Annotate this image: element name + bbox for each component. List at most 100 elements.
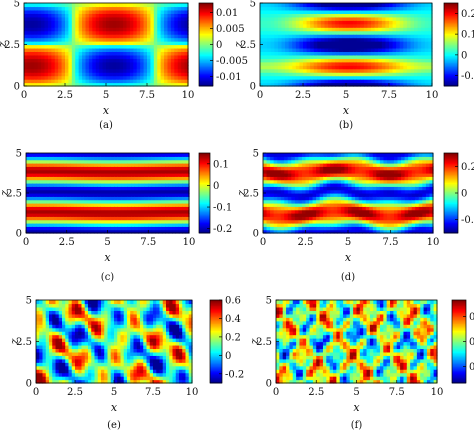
heatmap-cell <box>29 159 34 164</box>
heatmap-cell <box>274 47 279 53</box>
heatmap-cell <box>42 229 47 234</box>
heatmap-cell <box>363 34 369 39</box>
heatmap-cell <box>109 20 114 25</box>
heatmap-cell <box>41 23 46 28</box>
heatmap-cell <box>358 193 363 197</box>
heatmap-cell <box>367 44 372 49</box>
heatmap-cell <box>83 186 88 191</box>
heatmap-cell <box>298 203 303 207</box>
heatmap-cell <box>92 82 97 87</box>
heatmap-cell <box>288 30 293 35</box>
heatmap-cell <box>266 153 271 157</box>
heatmap-cell <box>374 75 379 80</box>
heatmap-cell <box>360 58 365 63</box>
heatmap-cell <box>124 176 129 181</box>
heatmap-cell <box>421 34 426 39</box>
heatmap-cell <box>303 65 308 70</box>
heatmap-cell <box>138 183 143 187</box>
heatmap-cell <box>97 216 102 221</box>
heatmap-cell <box>170 58 175 63</box>
heatmap-cell <box>324 47 329 53</box>
heatmap-cell <box>317 58 322 63</box>
heatmap-cell <box>92 37 97 42</box>
heatmap-cell <box>95 79 100 84</box>
heatmap-cell <box>358 216 363 221</box>
heatmap-cell <box>44 58 49 63</box>
heatmap-cell <box>141 153 146 157</box>
heatmap-cell <box>355 176 360 181</box>
heatmap-cell <box>362 219 367 224</box>
heatmap-cell <box>92 23 97 28</box>
heatmap-cell <box>312 159 317 164</box>
heatmap-cell <box>381 65 387 70</box>
heatmap-cell <box>26 199 30 204</box>
heatmap-cell <box>356 37 361 42</box>
heatmap-cell <box>90 209 95 214</box>
heatmap-cell <box>44 34 49 39</box>
heatmap-cell <box>337 186 342 191</box>
colorbar-segment <box>444 77 458 80</box>
heatmap-cell <box>36 176 41 181</box>
heatmap-cell <box>428 61 433 66</box>
heatmap-cell <box>30 75 35 80</box>
heatmap-cell <box>70 213 75 217</box>
heatmap-cell <box>168 166 173 171</box>
heatmap-cell <box>306 13 311 18</box>
heatmap-cell <box>144 153 149 157</box>
heatmap-cell <box>291 179 296 184</box>
heatmap-cell <box>158 203 163 207</box>
heatmap-cell <box>309 173 314 177</box>
heatmap-cell <box>260 27 265 32</box>
heatmap-cell <box>310 23 315 28</box>
heatmap-cell <box>385 6 390 11</box>
heatmap-cell <box>408 189 413 194</box>
heatmap-cell <box>59 219 64 224</box>
heatmap-cell <box>353 79 358 84</box>
heatmap-cell <box>351 223 356 227</box>
heatmap-cell <box>299 51 304 56</box>
heatmap-cell <box>260 30 265 35</box>
heatmap-cell <box>312 163 317 167</box>
heatmap-cell <box>58 34 63 39</box>
heatmap-cell <box>44 23 49 28</box>
heatmap-cell <box>372 209 377 214</box>
heatmap-cell <box>134 189 139 194</box>
heatmap-cell <box>376 169 381 174</box>
heatmap-cell <box>174 47 179 53</box>
heatmap-cell <box>124 173 129 177</box>
heatmap-cell <box>39 199 44 204</box>
heatmap-cell <box>312 196 317 201</box>
heatmap-cell <box>65 47 70 53</box>
heatmap-cell <box>313 23 318 28</box>
heatmap-cell <box>78 37 83 42</box>
heatmap-cell <box>136 79 141 84</box>
heatmap-cell <box>404 176 409 181</box>
heatmap-cell <box>346 16 351 21</box>
heatmap-cell <box>71 9 76 14</box>
heatmap-cell <box>121 213 126 217</box>
heatmap-cell <box>80 186 85 191</box>
heatmap-cell <box>369 179 374 184</box>
heatmap-cell <box>319 163 324 167</box>
heatmap-cell <box>65 58 70 63</box>
heatmap-cell <box>266 176 271 181</box>
heatmap-cell <box>331 9 336 14</box>
heatmap-cell <box>319 219 324 224</box>
heatmap-cell <box>371 47 376 53</box>
heatmap-cell <box>36 156 41 161</box>
heatmap-cell <box>141 173 146 177</box>
heatmap-cell <box>49 213 54 217</box>
heatmap-cell <box>110 203 115 207</box>
heatmap-cell <box>82 47 87 53</box>
heatmap-cell <box>126 72 131 77</box>
heatmap-cell <box>303 58 308 63</box>
heatmap-cell <box>411 153 416 157</box>
heatmap-cell <box>51 51 56 56</box>
heatmap-cell <box>164 20 169 25</box>
heatmap-cell <box>29 166 34 171</box>
heatmap-cell <box>306 44 311 49</box>
heatmap-cell <box>280 209 285 214</box>
heatmap-cell <box>93 166 98 171</box>
heatmap-cell <box>360 16 365 21</box>
heatmap-cell <box>24 75 29 80</box>
